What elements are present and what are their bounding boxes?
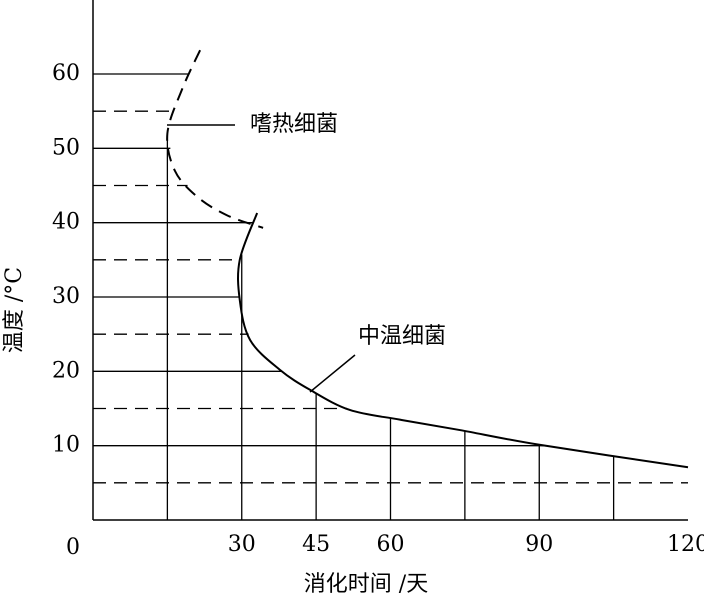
x-tick-label: 45 xyxy=(302,532,330,557)
y-tick-label: 60 xyxy=(52,61,80,86)
origin-label: 0 xyxy=(66,535,80,560)
y-tick-label: 50 xyxy=(52,135,80,160)
line-series xyxy=(166,49,264,229)
x-axis-title: 消化时间 /天 xyxy=(304,572,428,597)
annotation: 中温细菌 xyxy=(358,324,446,349)
x-tick-label: 90 xyxy=(525,532,553,557)
annotation: 嗜热细菌 xyxy=(250,112,338,137)
x-tick-label: 30 xyxy=(228,532,256,557)
line-series xyxy=(237,212,689,469)
x-tick-label: 120 xyxy=(667,532,704,557)
annotation-leader xyxy=(309,354,356,393)
y-axis-title: 温度 /°C xyxy=(2,267,27,353)
y-tick-label: 10 xyxy=(52,433,80,458)
x-tick-label: 60 xyxy=(377,532,405,557)
y-tick-label: 30 xyxy=(52,284,80,309)
y-tick-label: 40 xyxy=(52,210,80,235)
y-tick-label: 20 xyxy=(52,358,80,383)
